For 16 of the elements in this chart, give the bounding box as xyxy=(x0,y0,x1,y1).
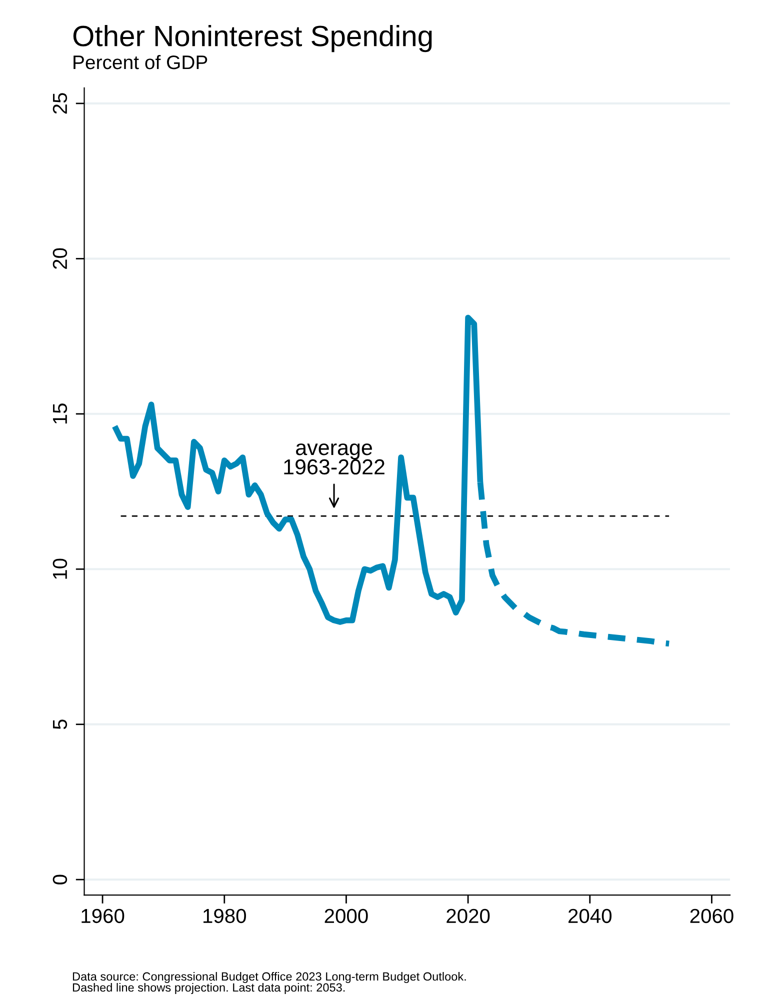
y-tick-label: 0 xyxy=(52,874,68,884)
x-tick-label: 2000 xyxy=(324,908,368,924)
x-tick-label: 2060 xyxy=(690,908,734,924)
chart-title: Other Noninterest Spending xyxy=(73,24,432,52)
y-tick-label: 20 xyxy=(52,248,68,269)
chart-subtitle: Percent of GDP xyxy=(74,54,208,70)
x-tick-label: 2020 xyxy=(446,908,490,924)
annotation: average 1963-2022 xyxy=(284,443,384,475)
y-tick-label: 15 xyxy=(53,404,68,424)
y-tick-label: 25 xyxy=(52,93,68,114)
x-tick-label: 1980 xyxy=(204,908,246,924)
x-tick-label: 2040 xyxy=(568,908,612,924)
y-tick-label: 5 xyxy=(53,720,68,730)
source-note: Data source: Congressional Budget Office 2023 Long-term Budget Outlook. Dashed line shows projection. Last data point: 2053. xyxy=(72,972,466,994)
x-tick-label: 1960 xyxy=(82,908,124,924)
y-tick-label: 10 xyxy=(52,558,68,579)
